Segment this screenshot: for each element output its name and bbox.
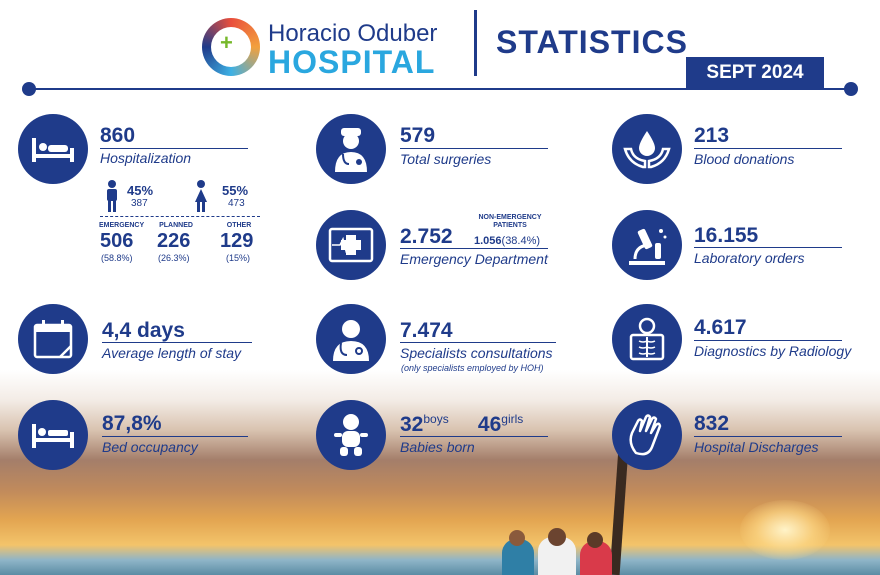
- stay-label: Average length of stay: [102, 342, 252, 361]
- male-count: 387: [131, 198, 148, 209]
- hospitalization-divider: [100, 216, 260, 217]
- emergency-hosp-percent: (58.8%): [101, 253, 133, 263]
- specialists-note: (only specialists employed by HOH): [401, 363, 544, 373]
- ecg-icon: [316, 210, 386, 280]
- page-title: STATISTICS: [496, 24, 688, 60]
- laboratory-value: 16.155: [694, 224, 759, 247]
- stethoscope-doctor-icon: [316, 304, 386, 374]
- other-caption: OTHER: [226, 222, 252, 229]
- logo-icon: +: [202, 18, 260, 76]
- discharges-value: 832: [694, 412, 730, 435]
- specialists-label: Specialists consultations: [400, 342, 556, 361]
- laboratory-label: Laboratory orders: [694, 247, 842, 266]
- bed-icon: [18, 400, 88, 470]
- specialists-value: 7.474: [400, 319, 453, 342]
- surgeries-label: Total surgeries: [400, 148, 548, 167]
- emergency-caption: EMERGENCY: [99, 222, 145, 229]
- baby-icon: [316, 400, 386, 470]
- babies-label: Babies born: [400, 436, 548, 455]
- male-icon: [106, 180, 118, 217]
- other-percent: (15%): [226, 253, 251, 263]
- date-badge: SEPT 2024: [686, 57, 824, 88]
- babies-value: 32boys 46girls: [400, 412, 524, 436]
- planned-value: 226: [157, 230, 191, 252]
- female-percent: 55%: [222, 183, 249, 198]
- male-percent: 45%: [127, 183, 154, 198]
- sun-glow: [740, 500, 830, 560]
- radiology-value: 4.617: [694, 316, 747, 339]
- discharges-label: Hospital Discharges: [694, 436, 842, 455]
- header-divider: [474, 10, 477, 76]
- other-value: 129: [220, 230, 254, 252]
- bed-value: 87,8%: [102, 412, 162, 435]
- blood-label: Blood donations: [694, 148, 842, 167]
- xray-icon: [612, 304, 682, 374]
- nonemergency-value: 1.056(38.4%): [474, 235, 541, 247]
- bed-patient-icon: [18, 114, 88, 184]
- bed-label: Bed occupancy: [102, 436, 248, 455]
- staff-photo: [498, 528, 618, 575]
- radiology-label: Diagnostics by Radiology: [694, 340, 851, 359]
- blood-value: 213: [694, 124, 730, 147]
- brand-name-top: Horacio Oduber: [268, 20, 438, 47]
- emergency-value: 2.752: [400, 225, 453, 248]
- hospitalization-label: Hospitalization: [100, 150, 192, 166]
- stay-value: 4,4 days: [102, 319, 185, 342]
- female-icon: [194, 180, 208, 217]
- emergency-label: Emergency Department: [400, 248, 548, 267]
- blood-hands-icon: [612, 114, 682, 184]
- rule-dot-right: [844, 82, 858, 96]
- doctor-icon: [316, 114, 386, 184]
- waving-hand-icon: [612, 400, 682, 470]
- female-count: 473: [228, 198, 245, 209]
- brand-name-bottom: HOSPITAL: [268, 44, 436, 80]
- hospitalization-value: 860: [100, 124, 136, 147]
- header-rule: [28, 88, 851, 90]
- microscope-icon: [612, 210, 682, 280]
- calendar-icon: [18, 304, 88, 374]
- rule-dot-left: [22, 82, 36, 96]
- surgeries-value: 579: [400, 124, 436, 147]
- hospitalization-rule: [100, 148, 248, 149]
- planned-percent: (26.3%): [158, 253, 190, 263]
- nonemergency-caption: NON-EMERGENCY PATIENTS: [478, 214, 542, 229]
- planned-caption: PLANNED: [159, 222, 193, 229]
- emergency-hosp-value: 506: [100, 230, 134, 252]
